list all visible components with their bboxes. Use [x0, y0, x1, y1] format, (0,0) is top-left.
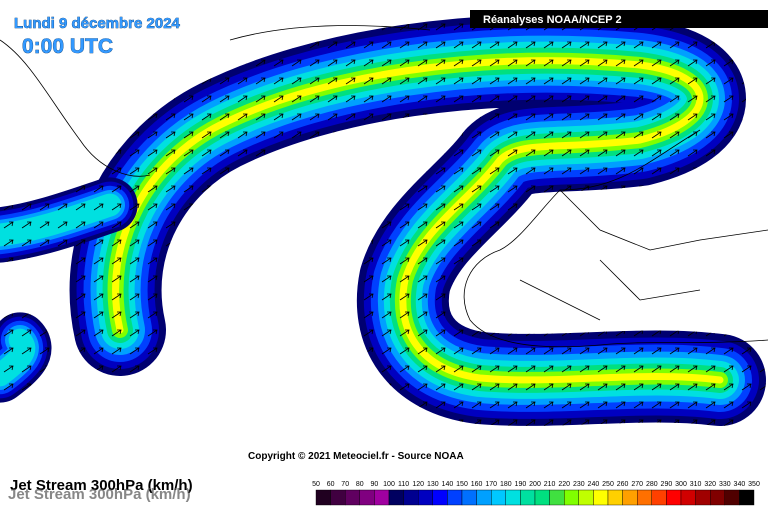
map-title-shadow: Jet Stream 300hPa (km/h): [8, 486, 191, 503]
legend-swatch: [491, 489, 507, 506]
legend-label: 70: [341, 481, 349, 488]
legend-label: 150: [456, 481, 468, 488]
legend-swatch: [418, 489, 434, 506]
legend-label: 180: [500, 481, 512, 488]
legend-swatch: [345, 489, 361, 506]
legend-label: 290: [661, 481, 673, 488]
coastlines: [0, 25, 768, 348]
legend-label: 80: [356, 481, 364, 488]
legend-swatch: [724, 489, 740, 506]
legend-swatch: [710, 489, 726, 506]
legend-swatch: [637, 489, 653, 506]
legend-label: 160: [471, 481, 483, 488]
legend-swatch: [593, 489, 609, 506]
wind-arrows: [0, 177, 138, 263]
legend-label: 130: [427, 481, 439, 488]
legend-swatch: [680, 489, 696, 506]
legend-label: 220: [558, 481, 570, 488]
legend-label: 270: [631, 481, 643, 488]
legend-label: 190: [515, 481, 527, 488]
legend-swatch: [447, 489, 463, 506]
legend-label: 350: [748, 481, 760, 488]
legend-swatch: [520, 489, 536, 506]
legend-swatch: [461, 489, 477, 506]
legend-swatch: [534, 489, 550, 506]
legend-label: 110: [398, 481, 409, 488]
legend-swatch: [564, 489, 580, 506]
legend-swatch: [622, 489, 638, 506]
legend-label: 60: [327, 481, 335, 488]
legend-label: 90: [371, 481, 379, 488]
time-title: 0:00 UTC: [22, 35, 113, 58]
legend-swatch: [695, 489, 711, 506]
source-box: [470, 10, 768, 28]
source-text: Réanalyses NOAA/NCEP 2: [483, 14, 622, 26]
legend-swatch: [330, 489, 346, 506]
legend-label: 310: [690, 481, 702, 488]
legend-swatch: [651, 489, 667, 506]
legend-swatch: [432, 489, 448, 506]
legend-label: 240: [588, 481, 600, 488]
jet-stream-field: [0, 14, 766, 426]
legend-label: 170: [485, 481, 497, 488]
legend: 50 60 70 80 90 100 110 120 130 140 150 160 170 180 190…: [312, 481, 760, 506]
legend-label: 300: [675, 481, 687, 488]
legend-swatch: [359, 489, 375, 506]
legend-swatch: [315, 489, 331, 506]
legend-label: 320: [704, 481, 716, 488]
legend-swatch: [666, 489, 682, 506]
legend-label: 140: [442, 481, 454, 488]
legend-label: 260: [617, 481, 629, 488]
legend-label: 230: [573, 481, 585, 488]
copyright: Copyright © 2021 Meteociel.fr - Source N…: [248, 451, 464, 462]
legend-swatch: [549, 489, 565, 506]
legend-label: 250: [602, 481, 614, 488]
legend-swatch: [374, 489, 390, 506]
date-title: Lundi 9 décembre 2024: [14, 15, 181, 32]
legend-swatch: [505, 489, 521, 506]
legend-swatch: [739, 489, 755, 506]
legend-label: 340: [734, 481, 746, 488]
legend-label: 330: [719, 481, 731, 488]
legend-swatch: [403, 489, 419, 506]
legend-swatch: [476, 489, 492, 506]
wind-arrows: [0, 312, 52, 403]
legend-label: 100: [383, 481, 395, 488]
map-title: Jet Stream 300hPa (km/h): [10, 477, 193, 494]
legend-swatch: [388, 489, 404, 506]
wind-arrows: [69, 14, 766, 426]
legend-swatch: [607, 489, 623, 506]
legend-label: 200: [529, 481, 541, 488]
legend-label: 280: [646, 481, 658, 488]
legend-label: 210: [544, 481, 556, 488]
legend-label: 50: [312, 481, 320, 488]
legend-swatch: [578, 489, 594, 506]
legend-label: 120: [412, 481, 424, 488]
